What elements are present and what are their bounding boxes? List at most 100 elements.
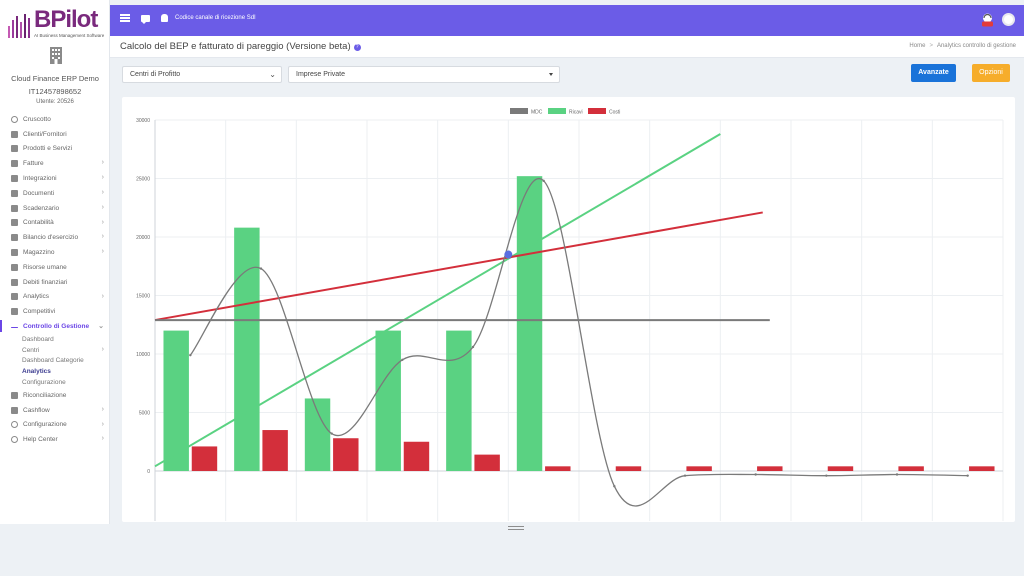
scale-icon <box>11 234 18 242</box>
mdc-point <box>825 474 828 477</box>
company-user: Utente: 20526 <box>36 99 74 105</box>
sidebar-item-analytics[interactable]: Analytics › <box>0 290 110 305</box>
menu-label: Centri <box>22 346 40 354</box>
chevron-right-icon: › <box>101 405 104 413</box>
menu-label: Analytics <box>23 293 50 301</box>
sidebar-item-debiti-finanziari[interactable]: Debiti finanziari <box>0 275 110 290</box>
sidebar-item-fatture[interactable]: Fatture › <box>0 156 110 171</box>
chart-icon <box>11 293 18 301</box>
sidebar: BPilot AI Business Management Software C… <box>0 0 110 524</box>
chevron-right-icon: › <box>101 420 104 428</box>
bpilot-logo[interactable]: BPilot AI Business Management Software <box>8 6 104 42</box>
sidebar-item-configurazione[interactable]: Configurazione › <box>0 418 110 433</box>
bar-costi <box>191 446 218 471</box>
avanzate-button[interactable]: Avanzate <box>911 64 956 82</box>
y-tick-label: 25000 <box>136 177 150 183</box>
legend-label-costi: Costi <box>609 110 620 116</box>
bar-costi <box>615 466 642 471</box>
y-tick-label: 5000 <box>139 411 150 417</box>
breadcrumb-home[interactable]: Home <box>909 43 926 49</box>
chevron-down-icon: ⌄ <box>269 70 276 79</box>
company-vat: IT12457898652 <box>28 87 82 96</box>
mdc-point <box>754 473 757 476</box>
sidebar-item-clienti-fornitori[interactable]: Clienti/Fornitori <box>0 127 110 142</box>
sidebar-menu: Cruscotto Clienti/Fornitori Prodotti e Ser… <box>0 112 110 447</box>
document-icon <box>11 160 18 168</box>
y-tick-label: 20000 <box>136 235 150 241</box>
breadcrumb-current: Analytics controllo di gestione <box>936 43 1016 49</box>
legend-label-ricavi: Ricavi <box>569 110 583 116</box>
sidebar-item-prodotti-e-servizi[interactable]: Prodotti e Servizi <box>0 142 110 157</box>
bar-costi <box>403 441 430 471</box>
avatar-icon[interactable] <box>1002 13 1015 26</box>
building-icon <box>50 47 62 64</box>
chat-icon[interactable] <box>141 15 150 24</box>
sidebar-item-scadenzario[interactable]: Scadenzario › <box>0 201 110 216</box>
chevron-right-icon: › <box>101 218 104 226</box>
menu-label: Cruscotto <box>23 115 51 123</box>
breadcrumb: Home > Analytics controllo di gestione <box>909 43 1016 49</box>
sidebar-item-contabilit[interactable]: Contabilità › <box>0 216 110 231</box>
sidebar-item-bilancio-d-esercizio[interactable]: Bilancio d'esercizio › <box>0 230 110 245</box>
user-icon <box>11 263 18 271</box>
centri-select[interactable]: Centri di Profitto ⌄ <box>122 66 282 83</box>
submenu-item-analytics[interactable]: Analytics <box>0 366 110 377</box>
submenu-item-configurazione[interactable]: Configurazione <box>0 377 110 388</box>
sidebar-item-integrazioni[interactable]: Integrazioni › <box>0 171 110 186</box>
imprese-select[interactable]: Imprese Private <box>288 66 560 83</box>
menu-label: Scadenzario <box>23 204 60 212</box>
company-name: Cloud Finance ERP Demo <box>11 74 99 83</box>
bar-costi <box>686 466 712 471</box>
sidebar-item-cashflow[interactable]: Cashflow › <box>0 403 110 418</box>
sidebar-item-cruscotto[interactable]: Cruscotto <box>0 112 110 127</box>
resize-handle-icon[interactable] <box>508 526 524 532</box>
menu-label: Integrazioni <box>23 175 57 183</box>
top-bar: Codice canale di ricezione SdI <box>110 5 1024 36</box>
bar-costi <box>898 466 924 471</box>
sidebar-item-riconciliazione[interactable]: Riconciliazione <box>0 388 110 403</box>
notification-badge-icon[interactable] <box>981 13 994 27</box>
help-icon[interactable]: ? <box>353 44 361 51</box>
trend-line <box>154 211 763 322</box>
menu-label: Clienti/Fornitori <box>23 130 67 138</box>
bep-chart: 0 5000 10000 15000 20000 25000 30000 MDC Ricavi C… <box>136 108 1004 521</box>
chart-panel: 0 5000 10000 15000 20000 25000 30000 MDC Ricavi C… <box>122 97 1015 522</box>
submenu-item-dashboard-categorie[interactable]: Dashboard Categorie <box>0 356 110 367</box>
page-title: Calcolo del BEP e fatturato di pareggio … <box>120 41 361 52</box>
menu-label: Bilancio d'esercizio <box>23 234 79 242</box>
caret-down-icon <box>549 73 553 76</box>
hamburger-icon[interactable] <box>120 14 130 22</box>
help-icon <box>11 436 18 444</box>
menu-label: Analytics <box>22 368 51 376</box>
mdc-point <box>189 353 192 357</box>
submenu-item-centri[interactable]: Centri › <box>0 345 110 356</box>
mdc-point <box>613 485 616 488</box>
chevron-right-icon: › <box>101 233 104 241</box>
sidebar-item-risorse-umane[interactable]: Risorse umane <box>0 260 110 275</box>
sidebar-item-documenti[interactable]: Documenti › <box>0 186 110 201</box>
chevron-right-icon: › <box>101 188 104 196</box>
arrow-icon <box>11 326 18 328</box>
y-tick-label: 10000 <box>136 352 150 358</box>
sidebar-item-controllo-di-gestione[interactable]: Controllo di Gestione ⌄ <box>0 319 110 334</box>
bar-ricavi <box>375 330 401 471</box>
logo-bars-icon <box>8 14 32 38</box>
bar-costi <box>969 466 995 471</box>
sidebar-item-competitivi[interactable]: Competitivi <box>0 304 110 319</box>
y-tick-label: 0 <box>147 469 150 475</box>
sidebar-item-magazzino[interactable]: Magazzino › <box>0 245 110 260</box>
bar-ricavi <box>234 227 260 471</box>
menu-label: Documenti <box>23 189 55 197</box>
chevron-right-icon: › <box>101 345 104 353</box>
chevron-right-icon: › <box>101 292 104 300</box>
bar-costi <box>757 466 783 471</box>
sidebar-item-help-center[interactable]: Help Center › <box>0 432 110 447</box>
submenu-item-dashboard[interactable]: Dashboard <box>0 334 110 345</box>
opzioni-button[interactable]: Opzioni <box>972 64 1010 82</box>
gear-icon <box>11 421 18 429</box>
menu-label: Magazzino <box>23 249 55 257</box>
money-icon <box>11 278 18 286</box>
bell-icon[interactable] <box>161 14 168 22</box>
bar-ricavi <box>163 330 189 471</box>
dashboard-icon <box>11 115 18 123</box>
